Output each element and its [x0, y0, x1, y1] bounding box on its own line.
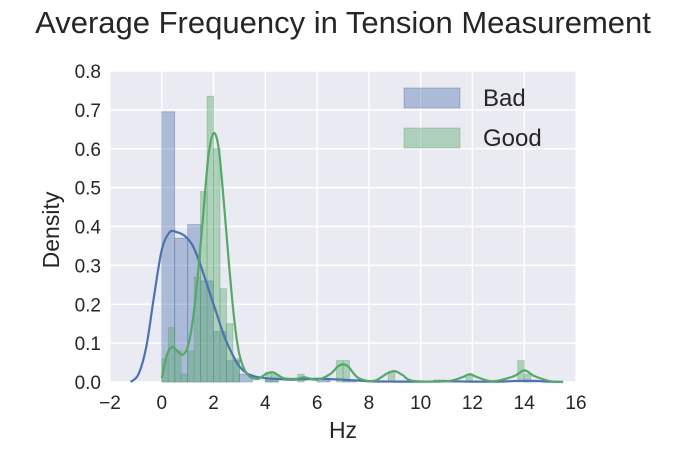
legend: Bad Good [403, 85, 542, 152]
y-tick-label: 0.0 [75, 373, 101, 394]
density-curves [129, 131, 564, 384]
y-tick-label: 0.4 [75, 218, 102, 239]
good-legend-label: Good [483, 125, 542, 152]
histogram-bars [161, 95, 538, 383]
good-histogram-bar [336, 360, 344, 383]
good-histogram-bar [213, 148, 221, 383]
y-tick-label: 0.8 [75, 62, 101, 83]
bad-histogram-bar [213, 331, 227, 383]
bad-histogram-bar [226, 360, 240, 383]
x-tick-label: 14 [514, 393, 536, 414]
x-axis-ticks: −2 0 2 4 6 8 10 12 14 16 [99, 393, 586, 414]
x-tick-label: −2 [99, 393, 121, 414]
y-axis-label: Density [38, 191, 64, 268]
good-histogram-bar [226, 323, 234, 383]
y-tick-label: 0.1 [75, 334, 101, 355]
y-tick-label: 0.6 [75, 140, 101, 161]
good-histogram-bar [523, 373, 532, 383]
good-histogram-bar [167, 327, 176, 383]
bad-legend-label: Bad [483, 85, 526, 112]
x-tick-label: 2 [208, 393, 219, 414]
bad-histogram-bar [174, 237, 189, 383]
x-tick-label: 4 [260, 393, 271, 414]
y-axis-ticks: 0.0 0.1 0.2 0.3 0.4 0.5 0.6 0.7 0.8 [75, 62, 102, 394]
good-histogram-bar [180, 373, 189, 383]
x-tick-label: 10 [410, 393, 431, 414]
good-density-curve [160, 131, 564, 384]
x-axis-label: Hz [329, 417, 357, 443]
good-histogram-bar [187, 350, 195, 383]
x-tick-label: 0 [156, 393, 167, 414]
y-tick-label: 0.2 [75, 295, 101, 316]
x-tick-label: 12 [462, 393, 483, 414]
x-tick-label: 6 [312, 393, 323, 414]
chart-title: Average Frequency in Tension Measurement [35, 5, 651, 40]
y-tick-label: 0.7 [75, 101, 101, 122]
good-histogram-bar [342, 360, 350, 383]
good-histogram-bar [232, 358, 240, 383]
good-legend-swatch [403, 127, 461, 149]
y-tick-label: 0.3 [75, 256, 101, 277]
good-histogram-bar [206, 95, 214, 383]
x-tick-label: 8 [364, 393, 375, 414]
x-tick-label: 16 [565, 393, 586, 414]
bad-histogram-bar [200, 280, 214, 383]
y-tick-label: 0.5 [75, 179, 101, 200]
good-histogram-bar [174, 350, 182, 383]
bad-legend-swatch [403, 87, 461, 109]
